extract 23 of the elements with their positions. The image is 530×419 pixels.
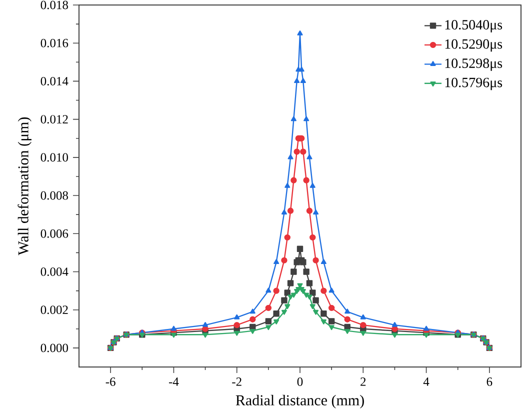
x-tick-label: -4 xyxy=(168,378,179,386)
x-tick-label: 0 xyxy=(297,378,303,386)
x-tick-label: -2 xyxy=(232,378,242,386)
y-tick-label: 0.012 xyxy=(40,115,68,124)
y-tick-label: 0.000 xyxy=(40,344,68,352)
y-tick-label: 0.014 xyxy=(40,76,68,86)
legend-label: 10.5298μs xyxy=(445,58,502,71)
x-tick-label: 2 xyxy=(360,378,366,386)
x-axis-title: Radial distance (mm) xyxy=(236,394,364,408)
y-tick-label: 0.018 xyxy=(40,0,68,10)
legend-label: 10.5290μs xyxy=(445,39,502,52)
y-tick-label: 0.010 xyxy=(40,153,68,162)
y-axis-title: Wall deformation (μm) xyxy=(18,117,32,256)
x-tick-label: 6 xyxy=(486,378,492,386)
y-tick-label: 0.002 xyxy=(40,306,68,314)
legend-label: 10.5040μs xyxy=(445,20,502,32)
y-tick-label: 0.016 xyxy=(40,38,68,48)
x-tick-label: 4 xyxy=(423,378,430,386)
y-tick-label: 0.004 xyxy=(40,267,68,276)
y-tick-label: 0.008 xyxy=(40,191,68,200)
x-tick-label: -6 xyxy=(106,378,116,386)
y-tick-label: 0.006 xyxy=(40,229,68,238)
legend-label: 10.5796μs xyxy=(445,78,502,90)
